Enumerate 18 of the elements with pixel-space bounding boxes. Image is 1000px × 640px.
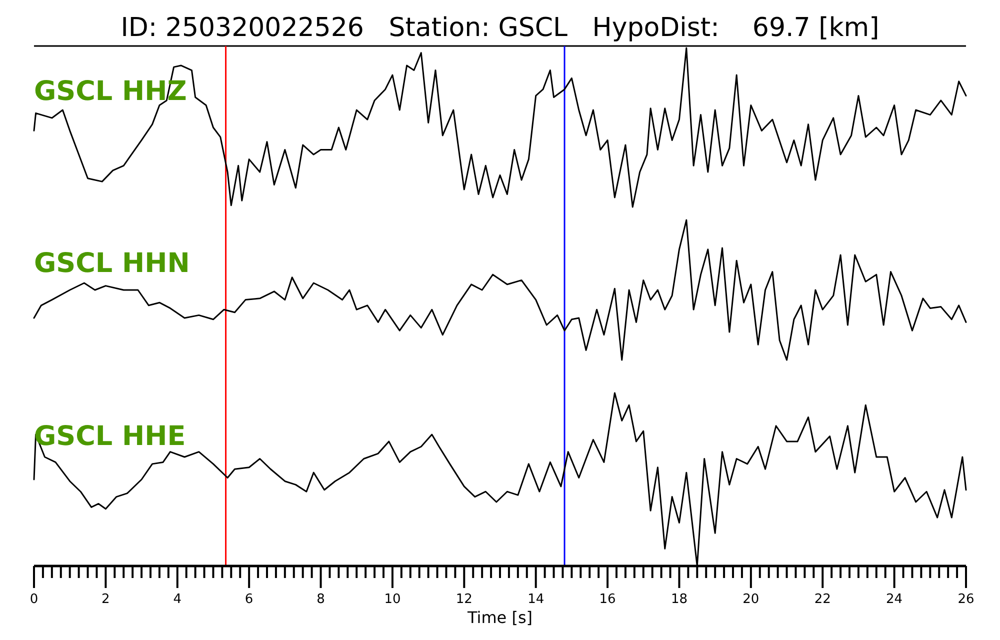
chart-title: ID: 250320022526 Station: GSCL HypoDist: 69.7 [km]	[120, 13, 880, 43]
x-tick-label: 0	[30, 592, 38, 607]
x-tick-label: 24	[886, 592, 903, 607]
x-tick-label: 22	[814, 592, 831, 607]
x-tick-label: 26	[958, 592, 974, 607]
x-tick-label: 12	[456, 592, 472, 607]
x-tick-label: 6	[244, 592, 254, 607]
x-tick-label: 18	[670, 592, 688, 607]
x-tick-label: 14	[528, 592, 544, 607]
x-tick-label: 10	[384, 592, 401, 607]
x-tick-label: 8	[316, 592, 325, 607]
x-tick-label: 2	[102, 592, 110, 607]
x-tick-label: 20	[742, 592, 760, 607]
series-label: GSCL HHN	[34, 248, 190, 279]
series-label: GSCL HHE	[34, 421, 186, 452]
x-axis-title: Time [s]	[466, 608, 533, 627]
x-tick-label: 16	[599, 592, 616, 607]
x-tick-label: 4	[173, 592, 182, 607]
